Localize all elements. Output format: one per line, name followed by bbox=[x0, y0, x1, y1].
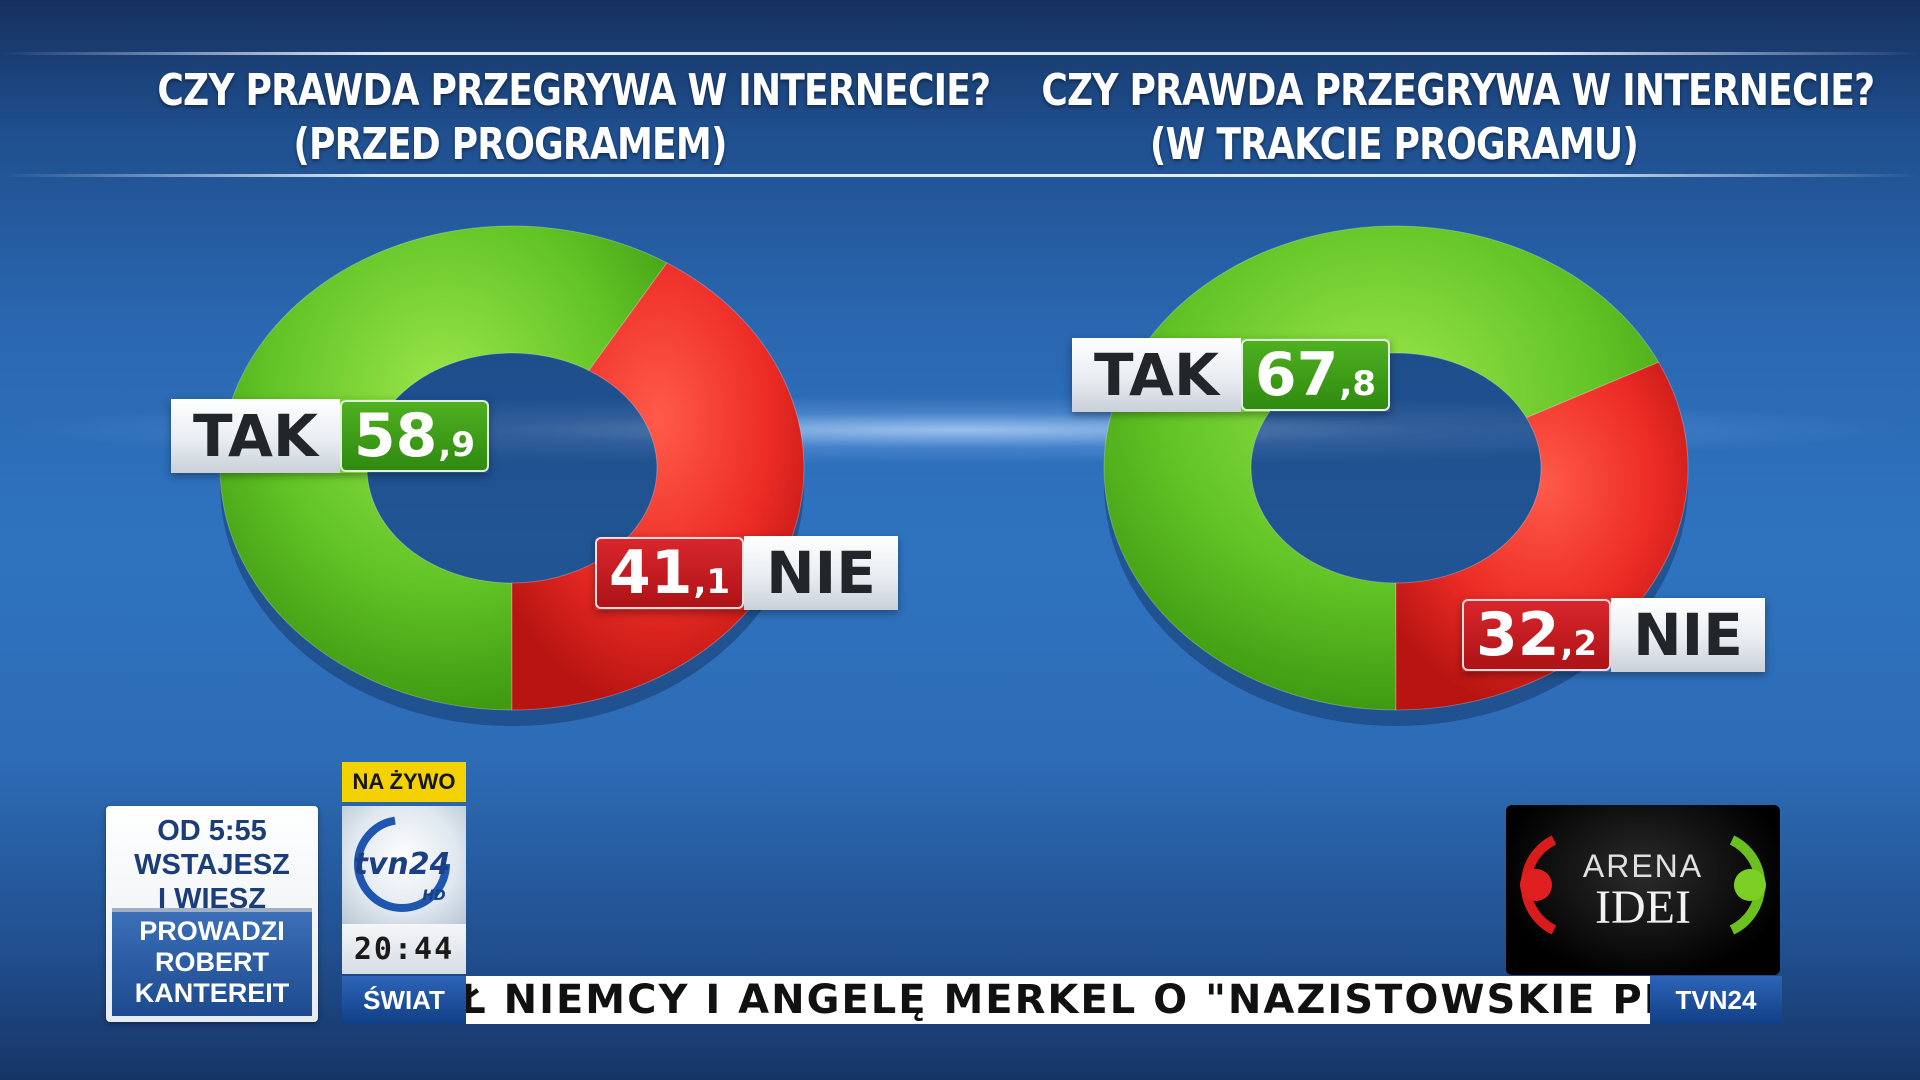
tvn24-logo-icon: tvn24 HD bbox=[342, 806, 466, 924]
promo-line1: OD 5:55 bbox=[157, 815, 267, 847]
right-nie-word: NIE bbox=[1611, 598, 1765, 672]
left-tak-word: TAK bbox=[171, 399, 340, 473]
donut-slice-tak-left bbox=[219, 225, 668, 711]
arena-idei-logo: ARENA IDEI bbox=[1506, 805, 1780, 975]
news-ticker: Ł NIEMCY I ANGELĘ MERKEL O "NAZISTOWSKIE… bbox=[342, 976, 1782, 1024]
ticker-category: ŚWIAT bbox=[342, 976, 466, 1024]
left-nie-int: 41 bbox=[609, 538, 693, 608]
left-tak-int: 58 bbox=[353, 401, 438, 471]
ticker-text: Ł NIEMCY I ANGELĘ MERKEL O "NAZISTOWSKIE… bbox=[460, 977, 1782, 1023]
tvn24-logo-hd: HD bbox=[422, 888, 445, 904]
right-chart-title: CZY PRAWDA PRZEGRYWA W INTERNECIE? (W TR… bbox=[1041, 64, 1875, 172]
right-nie-int: 32 bbox=[1476, 600, 1560, 670]
right-nie-label: 32,2 NIE bbox=[1462, 598, 1765, 672]
left-nie-dec: ,1 bbox=[693, 562, 731, 602]
promo-schedule: OD 5:55 WSTAJESZ I WIESZ bbox=[106, 806, 318, 916]
right-tak-int: 67 bbox=[1254, 340, 1339, 410]
right-nie-value: 32,2 bbox=[1462, 599, 1612, 671]
right-nie-dec: ,2 bbox=[1560, 624, 1598, 664]
promo-host-line3: KANTEREIT bbox=[134, 978, 290, 1008]
right-tak-word: TAK bbox=[1072, 338, 1241, 412]
logo-text-arena: ARENA bbox=[1583, 848, 1703, 884]
tvn24-logo-text: tvn24 bbox=[353, 847, 450, 882]
clock: 20:44 bbox=[342, 924, 466, 974]
logo-text-idei: IDEI bbox=[1595, 881, 1691, 934]
left-title-line2: (PRZED PROGRAMEM) bbox=[293, 119, 727, 170]
left-nie-label: 41,1 NIE bbox=[595, 536, 898, 610]
header-bottom-line bbox=[0, 174, 1920, 177]
logo-green-ball-icon bbox=[1734, 869, 1766, 901]
right-title-line1: CZY PRAWDA PRZEGRYWA W INTERNECIE? bbox=[1041, 65, 1875, 116]
left-chart-title: CZY PRAWDA PRZEGRYWA W INTERNECIE? (PRZE… bbox=[157, 64, 991, 172]
right-title-line2: (W TRAKCIE PROGRAMU) bbox=[1149, 119, 1639, 170]
left-nie-value: 41,1 bbox=[595, 537, 745, 609]
promo-host-line2: ROBERT bbox=[155, 947, 269, 977]
promo-host: PROWADZI ROBERT KANTEREIT bbox=[112, 908, 312, 1016]
left-title-line1: CZY PRAWDA PRZEGRYWA W INTERNECIE? bbox=[157, 65, 991, 116]
left-tak-label: TAK 58,9 bbox=[171, 399, 489, 473]
promo-box: OD 5:55 WSTAJESZ I WIESZ PROWADZI ROBERT… bbox=[106, 806, 318, 1022]
left-tak-value: 58,9 bbox=[339, 400, 489, 472]
right-tak-dec: ,8 bbox=[1339, 364, 1376, 404]
promo-host-line1: PROWADZI bbox=[139, 916, 285, 946]
right-tak-label: TAK 67,8 bbox=[1072, 338, 1390, 412]
logo-red-ball-icon bbox=[1520, 869, 1552, 901]
left-nie-word: NIE bbox=[744, 536, 898, 610]
promo-line2: WSTAJESZ bbox=[134, 849, 290, 881]
donut-chart-left bbox=[219, 225, 805, 726]
left-tak-dec: ,9 bbox=[438, 425, 475, 465]
live-badge: NA ŻYWO bbox=[342, 762, 466, 802]
header-top-line bbox=[0, 52, 1920, 55]
right-tak-value: 67,8 bbox=[1240, 339, 1390, 411]
ticker-brand: TVN24 bbox=[1650, 976, 1782, 1024]
